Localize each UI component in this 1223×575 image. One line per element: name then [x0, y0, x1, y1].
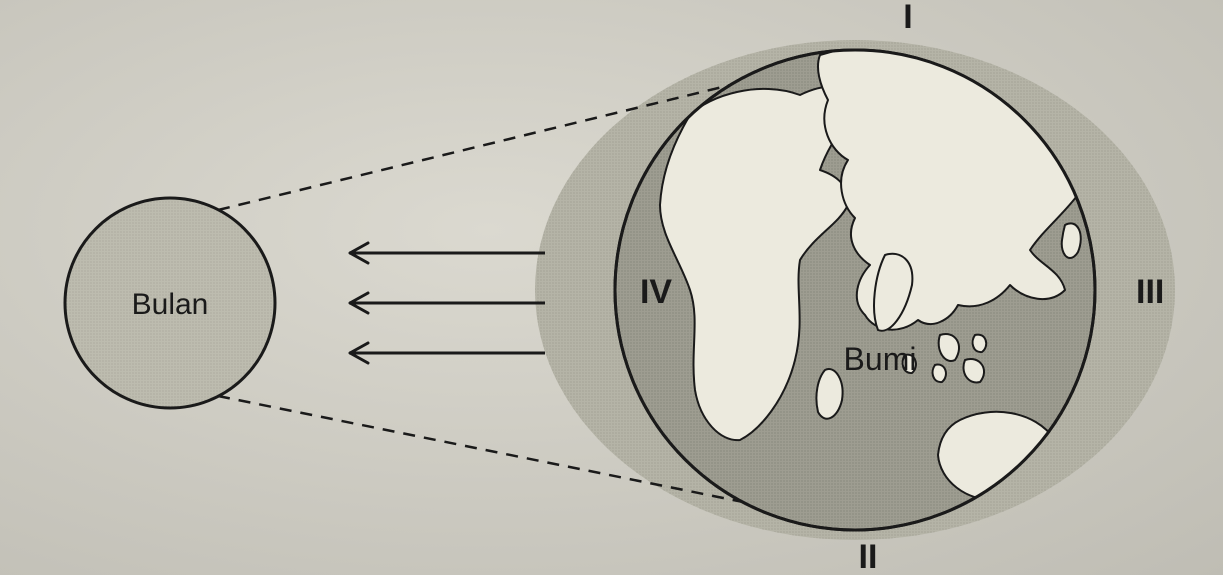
landmass-japan [1062, 223, 1081, 258]
earth-label: Bumi [844, 341, 917, 377]
marker-iii: III [1136, 273, 1164, 311]
marker-ii: II [859, 538, 878, 575]
landmass-eurasia [818, 42, 1096, 330]
marker-iv: IV [640, 273, 672, 311]
marker-i: I [903, 0, 912, 36]
tidal-diagram: Bulan Bumi I II III IV [0, 0, 1223, 575]
moon-label: Bulan [132, 288, 209, 321]
landmass-madagascar [816, 369, 842, 419]
gravity-arrows [350, 243, 545, 363]
